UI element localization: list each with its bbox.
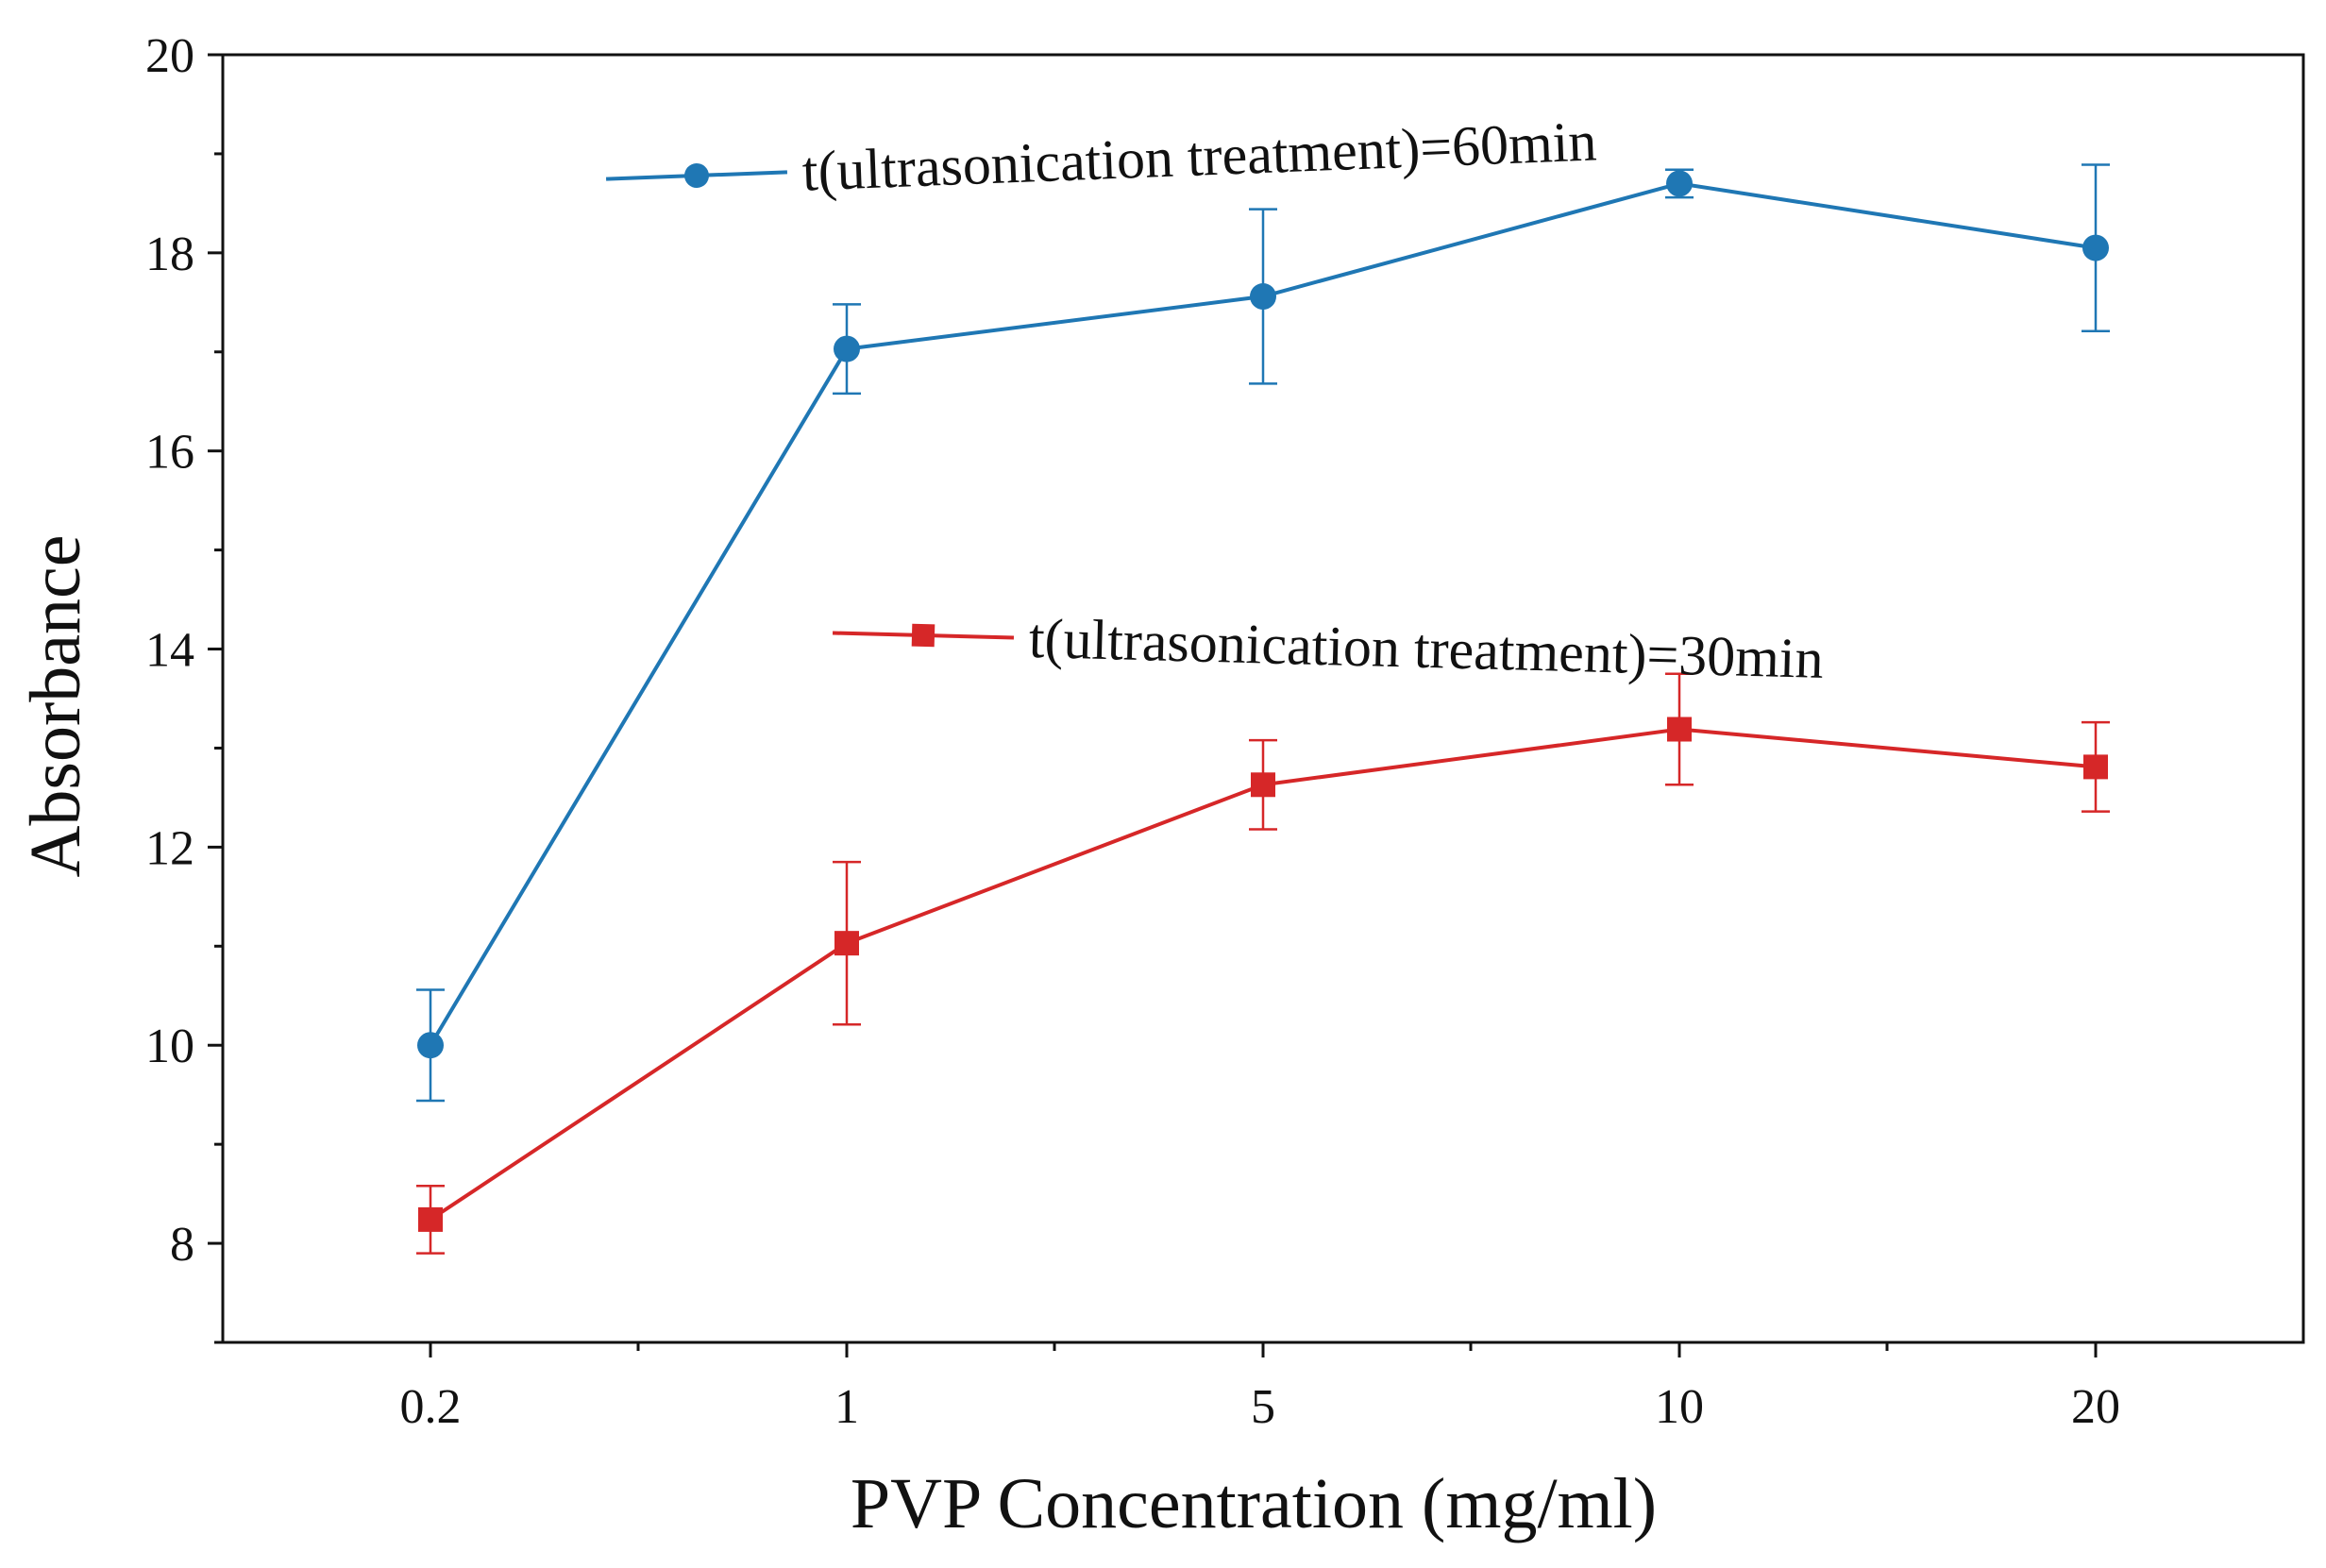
legend-item-1: t(ultrasonication treatment)=60min: [605, 110, 1598, 203]
y-tick-label: 10: [145, 1020, 194, 1073]
x-tick-label: 20: [2071, 1380, 2120, 1434]
y-tick-label: 20: [145, 29, 194, 83]
x-tick-label: 1: [834, 1380, 859, 1434]
data-point: [2082, 234, 2109, 261]
x-axis-ticks: 0.2 1 5 10 20: [400, 1342, 2120, 1434]
x-tick-label: 0.2: [400, 1380, 462, 1434]
data-point: [1250, 283, 1276, 311]
data-point: [2083, 754, 2108, 780]
y-tick-label: 12: [145, 821, 194, 875]
x-axis-label: PVP Concentration (mg/ml): [851, 1464, 1657, 1543]
data-point: [1666, 170, 1693, 197]
x-tick-label: 10: [1655, 1380, 1704, 1434]
data-point: [418, 1206, 443, 1232]
legend-marker: [684, 163, 709, 188]
data-point: [834, 335, 860, 362]
x-tick-label: 5: [1251, 1380, 1275, 1434]
data-point: [417, 1032, 444, 1059]
legend-label: t(ultrasonication treatment)=60min: [801, 110, 1598, 202]
data-series: [416, 163, 2110, 1255]
y-axis-label: Absorbance: [16, 535, 95, 878]
data-point: [834, 931, 859, 956]
series-1: [416, 163, 2110, 1103]
y-tick-label: 16: [145, 426, 194, 480]
y-tick-label: 18: [145, 228, 194, 281]
y-tick-label: 14: [145, 624, 194, 678]
data-point: [1667, 717, 1692, 742]
series-2: [416, 672, 2110, 1255]
legend-item-2: t(ultrasonication treatment)=30min: [832, 607, 1824, 690]
y-tick-label: 8: [170, 1218, 194, 1272]
legend: t(ultrasonication treatment)=60min t(ultr…: [605, 110, 1824, 690]
legend-marker: [911, 623, 935, 648]
data-point: [1251, 772, 1275, 798]
legend-label: t(ultrasonication treatment)=30min: [1028, 607, 1824, 690]
y-axis-ticks: 8 10 12 14 16 18 20: [145, 29, 223, 1344]
